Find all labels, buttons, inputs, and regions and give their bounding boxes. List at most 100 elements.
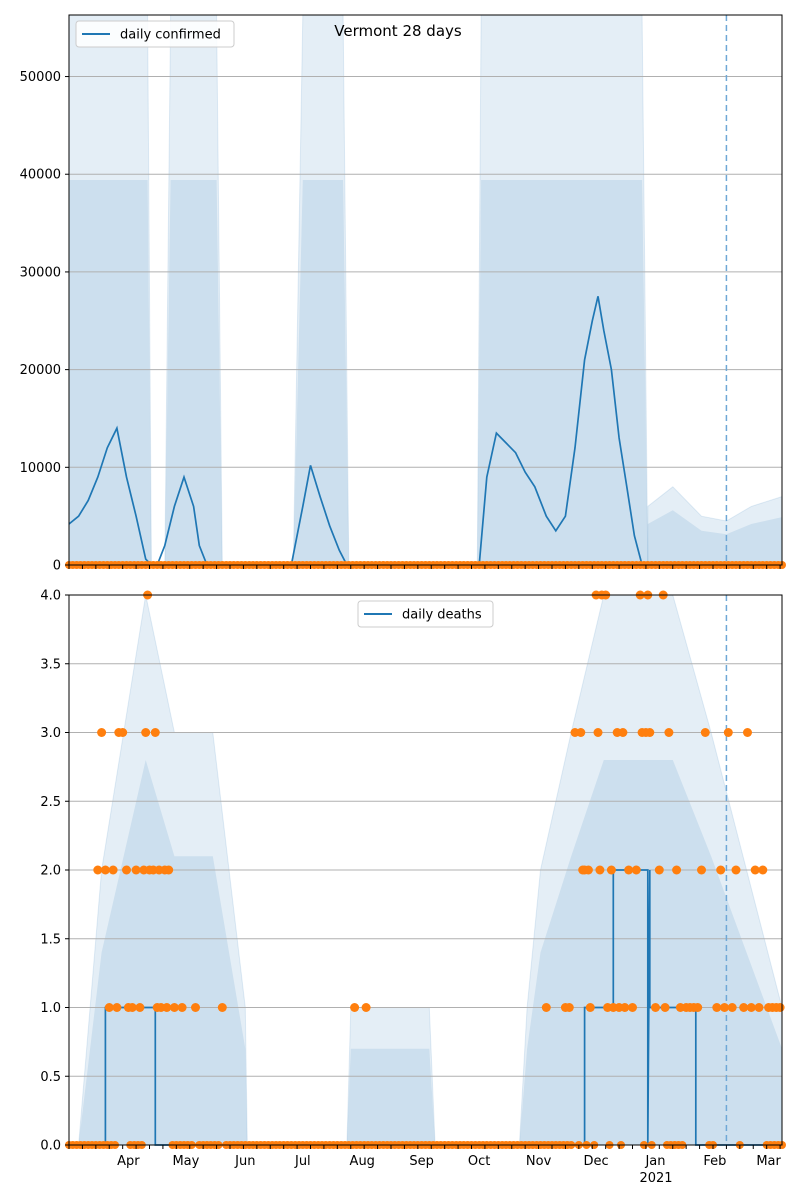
observed-point [664,728,674,737]
x-tick-label: Aug [350,1154,375,1169]
observed-point [758,865,768,875]
observed-point [631,865,641,875]
observed-point [620,1003,630,1012]
y-tick-label: 0.5 [40,1070,61,1085]
observed-point [585,1003,595,1012]
x-tick-label: Jan [644,1154,665,1169]
deaths-panel: 0.0 0.5 1.0 1.5 2.0 2.5 3.0 3.5 4.0 Apr May Jun Jul… [40,589,786,1186]
observed-point [697,865,706,875]
observed-point [177,1003,187,1012]
band-inner-1 [346,1048,436,1145]
y-tick-label: 2.0 [40,864,61,879]
observed-point [743,728,752,737]
band-inner-4 [647,510,782,565]
observed-point [654,865,664,875]
observed-point [739,1003,749,1012]
observed-point [361,1003,371,1012]
observed-point [618,728,628,737]
x-tick-label: Sep [409,1154,434,1169]
band-inner-2 [293,180,349,565]
observed-point [541,1003,551,1012]
confirmed-panel: 0 10000 20000 30000 40000 50000 Vermont 28 da… [20,14,786,574]
observed-point [112,1003,122,1012]
observed-point [660,1003,670,1012]
observed-point [135,1003,145,1012]
observed-point [628,1003,637,1012]
observed-point [746,1003,756,1012]
observed-point [118,728,128,737]
band-inner-3 [477,180,648,565]
observed-point [754,1003,764,1012]
confirmed-gridlines [69,76,782,468]
observed-point [750,865,760,875]
observed-point [169,1003,179,1012]
observed-point [350,1003,360,1012]
observed-point [693,1003,703,1012]
x-tick-label: Oct [468,1154,490,1169]
y-tick-label: 30000 [20,265,61,280]
band-inner-1 [164,180,223,565]
observed-point [595,865,605,875]
observed-point [775,1003,785,1012]
deaths-legend: daily deaths [357,600,494,628]
observed-point [716,865,726,875]
x-tick-label: May [172,1154,199,1169]
chart-title: Vermont 28 days [334,22,462,40]
y-tick-label: 20000 [20,363,61,378]
band-inner-0 [78,760,248,1145]
observed-point [97,728,107,737]
confirmed-bands [68,14,783,566]
y-tick-label: 50000 [20,70,61,85]
observed-point [593,728,603,737]
confirmed-legend: daily confirmed [75,20,235,48]
observed-point [727,1003,737,1012]
observed-point [164,865,174,875]
observed-point [122,865,131,875]
y-tick-label: 0 [53,559,61,574]
observed-point [712,1003,722,1012]
x-tick-label: Mar [756,1154,781,1169]
observed-point [651,1003,660,1012]
observed-point [191,1003,200,1012]
observed-point [141,728,151,737]
x-tick-label: Jun [234,1154,255,1169]
confirmed-y-ticks: 0 10000 20000 30000 40000 50000 [20,70,69,574]
observed-point [672,865,682,875]
y-tick-label: 3.0 [40,726,61,741]
y-tick-label: 40000 [20,168,61,183]
observed-point [100,865,110,875]
observed-point [624,865,634,875]
observed-point [108,865,118,875]
observed-point [131,865,141,875]
band-inner-0 [69,180,152,565]
y-tick-label: 2.5 [40,795,61,810]
legend-label-confirmed: daily confirmed [120,28,221,43]
x-tick-label: Jul [294,1154,311,1169]
observed-point [162,1003,172,1012]
y-tick-label: 10000 [20,461,61,476]
y-tick-label: 0.0 [40,1139,61,1154]
observed-point [93,865,103,875]
confirmed-x-ticks [68,565,781,569]
deaths-x-ticks: Apr May Jun Jul Aug Sep Oct Nov Dec Jan Feb Mar [68,1145,782,1169]
x-tick-label: Apr [117,1154,140,1169]
observed-point [127,1003,137,1012]
observed-point [150,728,160,737]
observed-point [700,728,710,737]
deaths-y-ticks: 0.0 0.5 1.0 1.5 2.0 2.5 3.0 3.5 4.0 [40,589,69,1154]
y-tick-label: 4.0 [40,589,61,604]
observed-point [723,728,733,737]
observed-point [576,728,586,737]
y-tick-label: 1.0 [40,1001,61,1016]
x-tick-label: Dec [584,1154,609,1169]
x-year-label: 2021 [639,1171,672,1186]
x-tick-label: Nov [526,1154,552,1169]
observed-point [217,1003,227,1012]
observed-point [720,1003,729,1012]
y-tick-label: 1.5 [40,932,61,947]
legend-label-deaths: daily deaths [402,608,482,623]
observed-point [645,728,655,737]
observed-point [104,1003,114,1012]
y-tick-label: 3.5 [40,657,61,672]
confirmed-axes-frame [68,14,783,566]
